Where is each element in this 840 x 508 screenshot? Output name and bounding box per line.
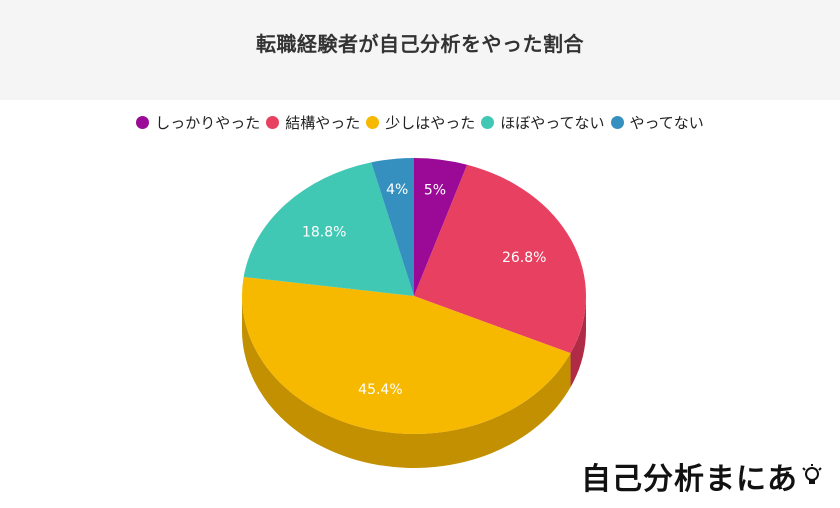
legend-item-3[interactable]: ほぼやってない <box>481 112 605 133</box>
legend: しっかりやった 結構やった 少しはやった ほぼやってない やってない <box>0 112 840 133</box>
pie-slice-1[interactable] <box>414 164 587 354</box>
legend-swatch-1 <box>266 116 280 129</box>
legend-item-1[interactable]: 結構やった <box>266 112 360 133</box>
pie-side-2 <box>242 296 571 468</box>
brand-logo: 自己分析まにあ <box>581 454 824 498</box>
legend-swatch-0 <box>136 116 150 129</box>
brand-text: 自己分析まにあ <box>581 462 798 497</box>
legend-label-1: 結構やった <box>285 114 361 132</box>
pie-data-labels: 5% 26.8% 45.4% 18.8% 4% <box>302 182 546 398</box>
pie-slice-4[interactable] <box>371 158 414 296</box>
legend-item-4[interactable]: やってない <box>610 112 704 133</box>
legend-label-3: ほぼやってない <box>500 114 605 132</box>
legend-item-0[interactable]: しっかりやった <box>136 112 260 133</box>
title-band <box>0 0 840 100</box>
pie-slice-0[interactable] <box>414 158 468 296</box>
data-label-3: 18.8% <box>302 225 346 241</box>
data-label-2: 45.4% <box>358 382 402 398</box>
pie-slice-2[interactable] <box>242 276 571 434</box>
data-label-4: 4% <box>386 182 408 198</box>
legend-label-0: しっかりやった <box>155 114 261 132</box>
pie-side-walls <box>242 296 586 468</box>
legend-label-2: 少しはやった <box>385 114 476 132</box>
legend-swatch-4 <box>610 116 624 129</box>
data-label-1: 26.8% <box>502 250 546 266</box>
pie-slices <box>242 158 587 434</box>
chart-title: 転職経験者が自己分析をやった割合 <box>256 32 584 56</box>
legend-swatch-2 <box>366 116 380 129</box>
legend-label-4: やってない <box>629 114 704 132</box>
pie-side-1 <box>570 296 586 388</box>
lightbulb-icon <box>802 464 822 484</box>
pie-slice-3[interactable] <box>243 162 414 296</box>
data-label-0: 5% <box>424 183 446 199</box>
legend-item-2[interactable]: 少しはやった <box>366 112 475 133</box>
legend-swatch-3 <box>481 116 495 129</box>
